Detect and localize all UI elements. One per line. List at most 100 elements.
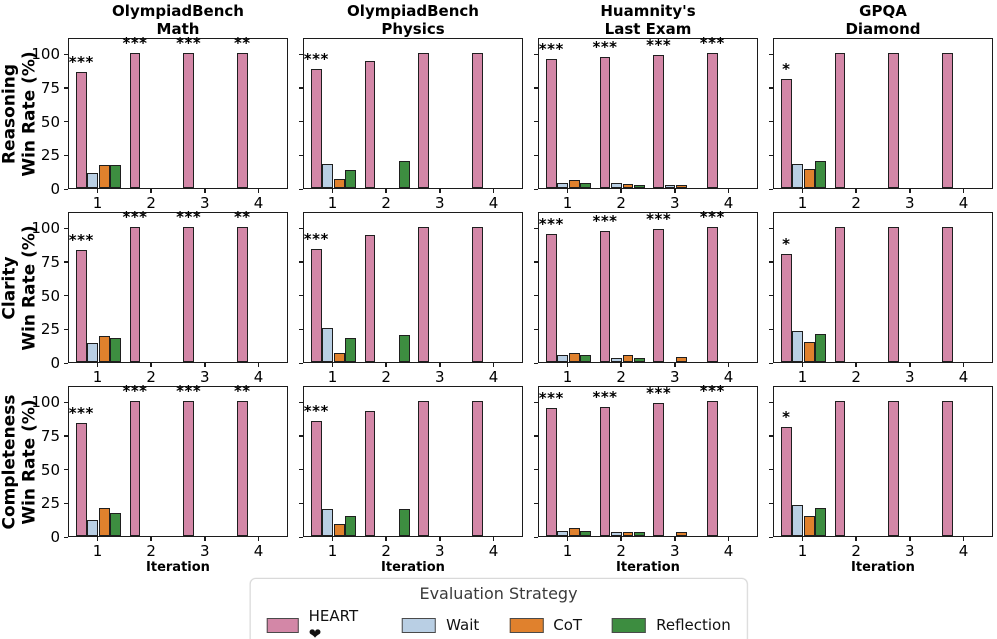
bar-heart	[653, 54, 664, 188]
y-tick-label: 75	[40, 252, 60, 271]
y-tick	[534, 188, 538, 190]
x-tick	[96, 363, 99, 367]
bar-heart	[653, 402, 664, 536]
bar-reflection	[580, 530, 592, 536]
x-tick-label: 1	[562, 194, 573, 212]
y-tick	[769, 261, 773, 263]
y-tick-label: 75	[40, 426, 60, 445]
significance-marker: ***	[699, 208, 725, 227]
axes-completeness-2: *** *** *** ***	[538, 382, 758, 537]
significance-marker: **	[233, 382, 251, 401]
x-tick-label: 4	[723, 542, 734, 560]
x-tick-label: 1	[562, 368, 573, 386]
y-tick	[534, 87, 538, 89]
bar-wait	[792, 331, 804, 362]
x-tick	[492, 189, 495, 193]
y-tick	[769, 188, 773, 190]
y-tick	[769, 227, 773, 230]
bar-heart	[780, 254, 792, 362]
x-tick	[801, 363, 804, 367]
x-tick	[727, 189, 730, 193]
y-tick-label: 0	[50, 354, 60, 372]
y-tick	[534, 121, 538, 123]
legend-entry-label: Wait	[446, 616, 480, 634]
bar-cot	[676, 356, 687, 362]
y-tick	[299, 53, 303, 56]
bar-reflection	[580, 355, 592, 362]
x-tick-label: 3	[905, 194, 915, 212]
y-tick	[299, 469, 303, 471]
bar-reflection	[815, 333, 827, 362]
bar-heart	[236, 53, 248, 188]
y-tick	[534, 227, 538, 230]
significance-marker: **	[233, 208, 251, 227]
axes-clarity-1: ***	[303, 212, 523, 363]
x-tick	[855, 363, 857, 367]
bar-wait	[322, 163, 334, 188]
y-tick	[64, 53, 68, 56]
legend-swatch-icon	[612, 617, 647, 633]
y-tick	[299, 435, 303, 437]
y-tick-label: 75	[40, 78, 60, 97]
bar-reflection	[633, 185, 645, 188]
x-tick	[674, 363, 676, 367]
bar-heart	[599, 406, 611, 536]
y-tick	[64, 328, 68, 331]
bar-heart	[183, 227, 194, 362]
x-tick-label: 3	[200, 368, 210, 386]
x-tick	[492, 363, 495, 367]
bar-heart	[75, 72, 87, 188]
y-tick	[64, 435, 68, 437]
column-title: OlympiadBench Math	[112, 2, 244, 38]
bar-heart	[310, 248, 322, 362]
y-tick-label: 0	[50, 180, 60, 198]
y-tick-label: 100	[31, 219, 60, 238]
x-tick-label: 4	[253, 368, 264, 386]
x-tick	[385, 537, 387, 541]
x-tick-label: 1	[797, 194, 808, 212]
x-tick-label: 2	[616, 194, 626, 212]
y-tick	[299, 188, 303, 190]
x-tick	[674, 537, 676, 541]
bar-cot	[98, 165, 110, 188]
y-tick	[769, 295, 773, 297]
significance-marker: ***	[592, 387, 618, 406]
x-tick	[566, 189, 569, 193]
bar-wait	[792, 163, 804, 188]
bar-cot	[568, 527, 580, 536]
bar-wait	[87, 173, 99, 188]
significance-marker: ***	[176, 208, 202, 227]
bar-cot	[803, 169, 815, 188]
axes-completeness-0: *** *** *** **	[68, 382, 288, 537]
legend-swatch-icon	[266, 617, 299, 633]
y-tick-label: 100	[31, 45, 60, 64]
significance-marker: *	[782, 407, 791, 426]
legend-entry-label: HEART ❤	[308, 607, 359, 639]
bar-wait	[664, 185, 676, 188]
legend-entry: CoT	[509, 616, 582, 634]
y-tick	[64, 401, 68, 404]
significance-marker: ***	[592, 38, 618, 57]
bar-heart	[653, 228, 664, 362]
x-tick-label: 3	[200, 194, 210, 212]
bar-wait	[557, 355, 569, 362]
x-tick-label: 2	[146, 542, 156, 560]
bar-heart	[471, 401, 483, 536]
y-tick	[64, 87, 68, 89]
significance-marker: **	[233, 34, 251, 53]
x-tick-label: 1	[327, 368, 338, 386]
bar-wait	[557, 182, 569, 188]
bar-reflection	[580, 182, 592, 188]
x-tick	[674, 189, 676, 193]
x-tick	[204, 189, 206, 193]
bar-heart	[129, 53, 141, 188]
y-tick	[64, 536, 68, 538]
y-tick	[299, 328, 303, 331]
y-tick-label: 100	[31, 393, 60, 412]
bar-reflection	[398, 335, 410, 362]
bar-heart	[780, 426, 792, 536]
x-tick	[204, 363, 206, 367]
x-tick-label: 2	[381, 542, 391, 560]
x-tick-label: 1	[92, 368, 103, 386]
bar-reflection	[110, 513, 122, 536]
